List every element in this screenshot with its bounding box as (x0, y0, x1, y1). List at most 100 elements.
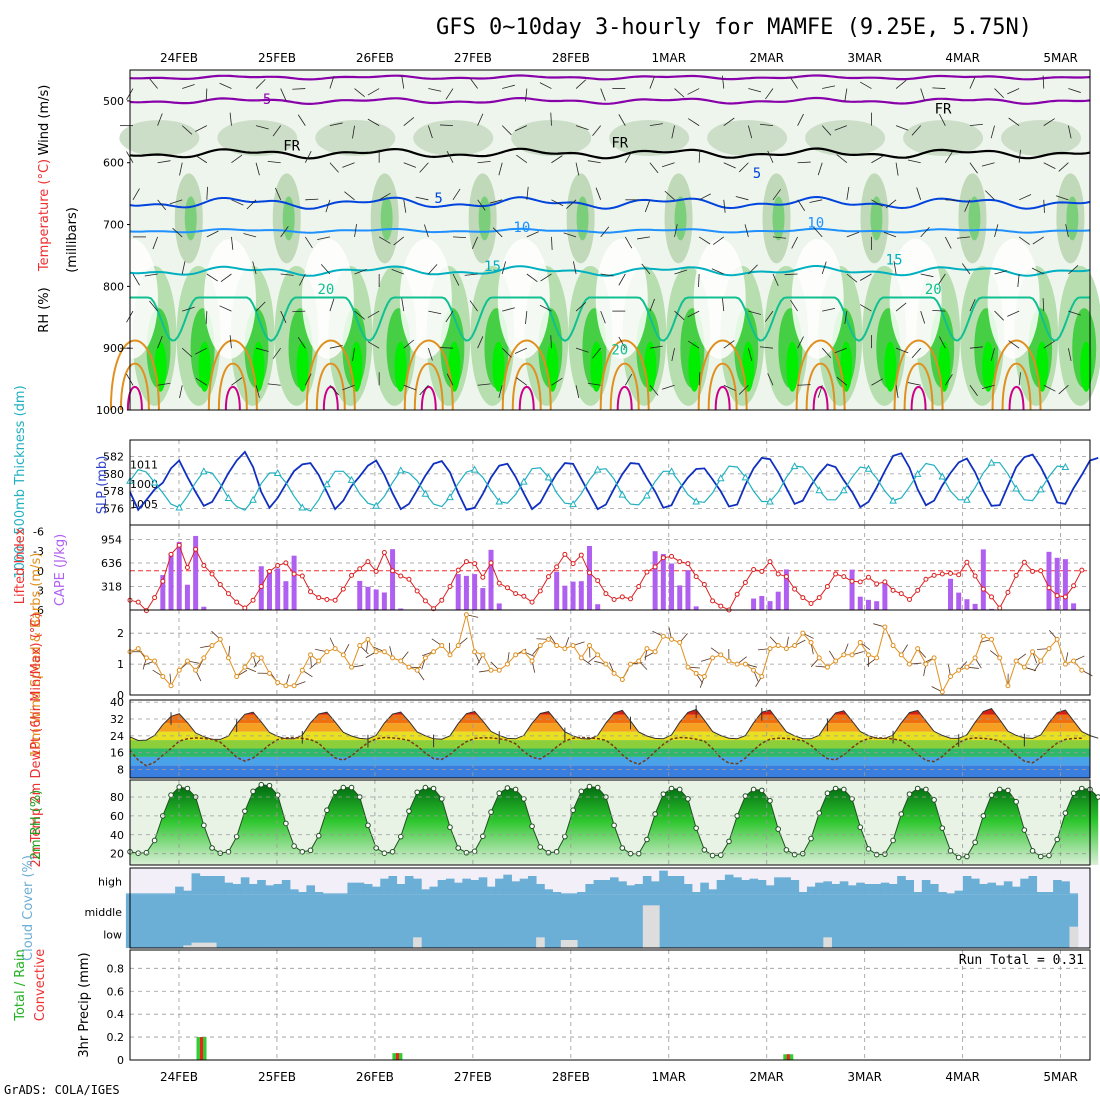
cloud-middle-bar (314, 894, 324, 948)
lifted-index-point (742, 580, 748, 586)
cloud-middle-bar (265, 894, 274, 948)
cloud-high-bar (134, 893, 143, 895)
wind-speed-point (217, 636, 223, 642)
rh-point (201, 822, 207, 829)
wind-barb (516, 154, 528, 164)
wind-barb (649, 162, 659, 174)
wind-barb (419, 162, 429, 173)
wind-barb (342, 384, 355, 391)
li-tick: -3 (33, 545, 44, 558)
wind-barb (895, 302, 907, 312)
wind-barb (477, 199, 486, 211)
lifted-index-point (234, 599, 240, 605)
wind-barb (649, 385, 659, 396)
cloud-high-bar (1020, 878, 1029, 895)
isotherm-35 (518, 386, 535, 411)
cloud-high-bar (634, 884, 644, 895)
wind-barb (452, 273, 460, 286)
temperature-tick: 16 (110, 747, 124, 760)
isotherm-25 (305, 339, 356, 411)
lifted-index-point (160, 578, 166, 584)
lifted-index-point (225, 591, 231, 597)
wind-barb (378, 236, 391, 244)
lifted-index-point (357, 566, 363, 572)
rh-point (742, 793, 749, 799)
precip-convective-label: Convective (33, 949, 48, 1022)
thickness-point (396, 466, 405, 474)
lifted-index-point (849, 578, 855, 584)
rh-point (841, 786, 847, 793)
cape-bar (775, 591, 781, 610)
cloud-high-bar (421, 889, 430, 895)
wind-frame (129, 609, 1091, 696)
wind-barb (149, 300, 158, 312)
lifted-index-point (513, 591, 519, 597)
wind-barb (649, 123, 663, 127)
wind-barb (871, 378, 883, 386)
cloud-high-bar (585, 884, 594, 895)
cloud-high-bar (281, 880, 291, 895)
lifted-index-point (570, 561, 576, 567)
wind-barb (895, 347, 909, 354)
wind-barb (834, 125, 847, 131)
thickness-point (470, 465, 479, 473)
cloud-high-bar (1028, 876, 1038, 895)
lifted-index-point (390, 568, 396, 574)
rh-point (939, 825, 946, 831)
cloud-high-bar (1036, 892, 1046, 895)
wind-barb (1043, 384, 1056, 392)
lifted-index-line (129, 544, 1083, 612)
wind-speed-point (718, 652, 724, 658)
wind-barb (525, 311, 528, 325)
wind-barb (378, 192, 391, 201)
cloud-middle-bar (355, 894, 365, 948)
thickness-point (840, 486, 848, 494)
rh-area (413, 120, 494, 156)
wind-speed-point (906, 661, 912, 667)
lifted-index-point (537, 588, 543, 594)
rh-point (931, 797, 937, 803)
wind-barb (299, 273, 306, 286)
rh-point (356, 794, 363, 800)
wind-barb (836, 376, 848, 386)
wind-barb (551, 236, 553, 250)
isotherm-30 (805, 362, 836, 411)
cloud-low-bar (568, 940, 578, 948)
cloud-middle-bar (175, 894, 184, 948)
wind-speed-point (258, 655, 264, 661)
wind-barb (711, 268, 724, 275)
wind-barb (1043, 162, 1056, 169)
temperature-label: Temperature (°C) (37, 159, 52, 272)
pressure-tick: 500 (103, 95, 124, 108)
rh-area (1001, 120, 1082, 156)
wind-barb (452, 236, 467, 238)
rh-area (198, 341, 211, 392)
cloud-high-bar (437, 880, 447, 895)
cloud-high-bar (396, 884, 406, 895)
cloud-high-bar (823, 881, 832, 895)
wind-barb (624, 373, 633, 386)
rh-point (488, 809, 494, 815)
wind-barb (1068, 310, 1081, 316)
thickness-point (372, 501, 380, 509)
cape-bar (275, 568, 281, 610)
wind-barb (329, 298, 335, 312)
wind-barb (944, 374, 953, 386)
cloud-high-bar (667, 876, 677, 895)
wind-speed-point (726, 658, 732, 664)
rh-point (225, 848, 232, 855)
lifted-index-point (660, 555, 666, 561)
lifted-index-point (652, 564, 658, 570)
lifted-index-point (767, 559, 773, 565)
cloud-middle-bar (462, 894, 471, 948)
cloud-high-bar (372, 886, 381, 895)
wind-barb (871, 199, 883, 207)
cape-bar (365, 586, 371, 610)
cape-panel: 318 636 954 -6 -3 0 3 6 Lifted Index CAPE (J/kg) (13, 525, 1090, 617)
lifted-index-point (1005, 589, 1011, 595)
rh-tick: 80 (110, 791, 124, 804)
wind-barb (911, 125, 921, 136)
isotherm-35 (126, 386, 143, 411)
wind-barb (539, 82, 552, 89)
cape-bar (496, 603, 502, 610)
